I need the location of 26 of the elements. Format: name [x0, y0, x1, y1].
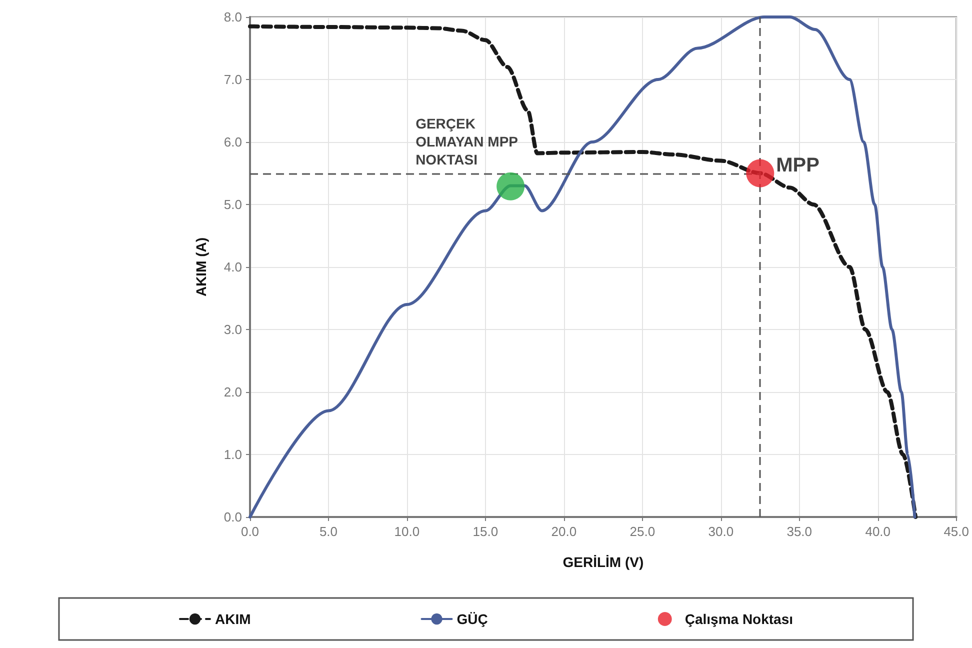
legend-label: Çalışma Noktası — [684, 611, 794, 627]
x-tick-label: 5.0 — [319, 524, 338, 539]
x-tick-label: 25.0 — [630, 524, 656, 539]
y-tick-label: 3.0 — [224, 322, 242, 337]
legend-label: GÜÇ — [456, 611, 488, 627]
y-tick-label: 7.0 — [224, 72, 242, 87]
legend-label: AKIM — [214, 611, 251, 627]
x-tick-label: 45.0 — [944, 524, 970, 539]
x-tick-label: 0.0 — [240, 524, 260, 539]
x-tick-label: 20.0 — [551, 524, 577, 539]
x-tick-label: 30.0 — [708, 524, 734, 539]
x-tick-label: 35.0 — [786, 524, 812, 539]
x-tick-label: 40.0 — [865, 524, 891, 539]
y-axis-title: AKIM (A) — [193, 237, 209, 297]
x-tick-label: 10.0 — [394, 524, 420, 539]
x-tick-label: 15.0 — [472, 524, 498, 539]
annotation: MPP — [776, 154, 820, 176]
y-tick-label: 0.0 — [224, 510, 242, 524]
y-tick-label: 8.0 — [224, 10, 242, 24]
x-axis-title: GERİLİM (V) — [562, 554, 644, 570]
annotation: GERÇEK OLMAYAN MPP NOKTASI — [416, 115, 518, 168]
y-tick-label: 2.0 — [224, 384, 242, 400]
y-tick-label: 1.0 — [224, 447, 242, 462]
y-tick-label: 5.0 — [224, 197, 242, 212]
y-tick-label: 6.0 — [224, 134, 242, 150]
y-tick-label: 4.0 — [224, 260, 242, 274]
